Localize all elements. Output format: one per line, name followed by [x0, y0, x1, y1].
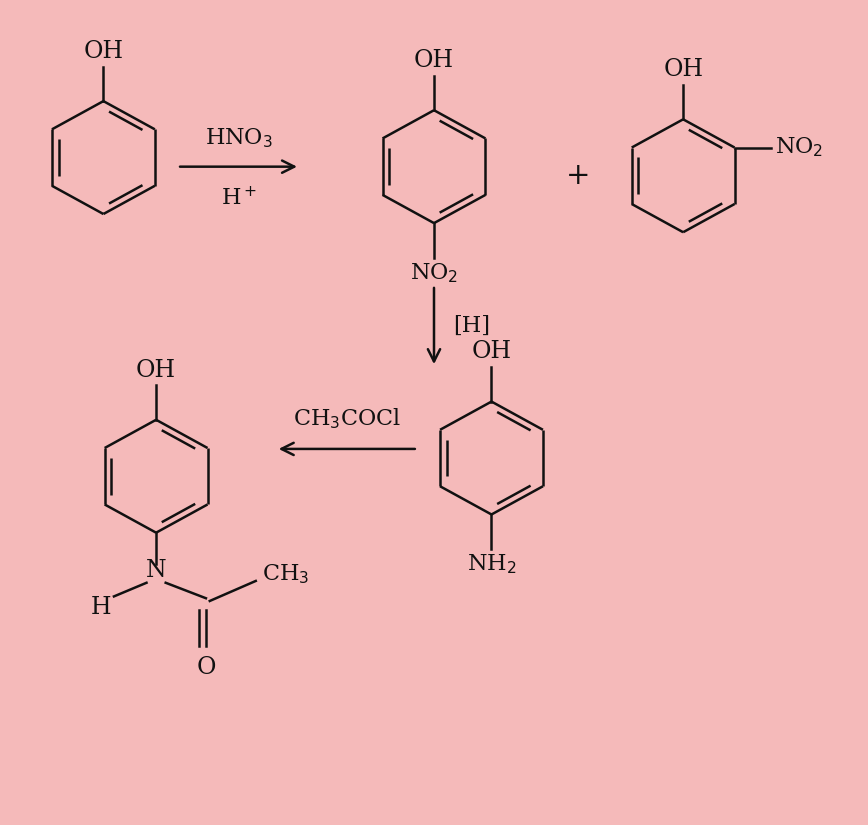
Text: NO$_2$: NO$_2$	[775, 136, 823, 159]
Text: OH: OH	[414, 49, 454, 72]
Text: OH: OH	[83, 40, 123, 63]
Text: O: O	[196, 656, 215, 679]
Text: H: H	[91, 596, 112, 619]
Text: NH$_2$: NH$_2$	[467, 553, 516, 577]
Text: N: N	[146, 559, 167, 582]
Text: CH$_3$: CH$_3$	[261, 563, 309, 587]
Text: CH$_3$COCl: CH$_3$COCl	[293, 406, 401, 431]
Text: HNO$_3$: HNO$_3$	[205, 127, 273, 150]
Text: OH: OH	[471, 341, 511, 363]
Text: OH: OH	[136, 359, 176, 381]
Text: +: +	[565, 162, 590, 190]
Text: [H]: [H]	[453, 315, 490, 337]
Text: NO$_2$: NO$_2$	[410, 262, 458, 285]
Text: H$^+$: H$^+$	[220, 186, 257, 210]
Text: OH: OH	[663, 58, 703, 81]
